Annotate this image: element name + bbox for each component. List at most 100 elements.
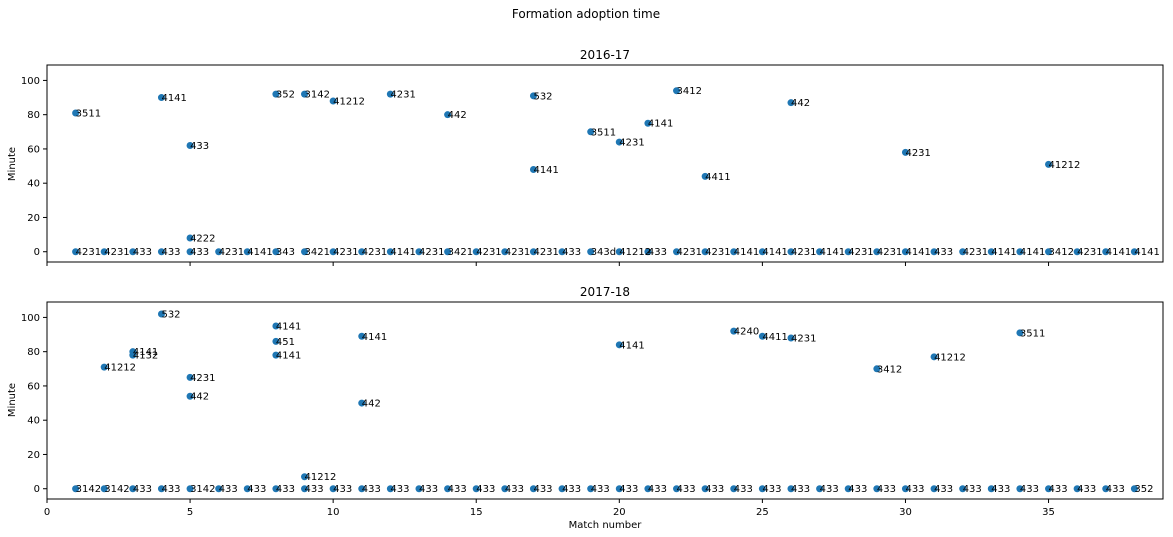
data-point-label: 4231 [905,148,930,159]
point-labels: 3142 3142 433 433 3142 433 433 433 433 433 433 433 4… [76,309,1154,495]
y-ticks: 0 20 40 60 80 100 [21,76,47,258]
data-point [673,248,681,256]
data-point-label: 4231 [390,90,415,101]
data-point [730,327,738,335]
data-point-label: 4231 [190,373,215,384]
data-point-label: 433 [1020,484,1039,495]
data-point [529,485,537,493]
data-point [529,165,537,173]
x-ticks [46,262,1050,266]
data-point-label: 433 [161,484,180,495]
data-point [301,248,309,256]
data-point [272,248,280,256]
y-tick-label: 20 [27,450,40,461]
data-point-label: 4231 [1077,247,1102,258]
data-point-label: 352 [276,90,295,101]
data-point [615,341,623,349]
data-point-label: 41212 [104,363,136,374]
data-point-label: 433 [848,484,867,495]
data-point [1073,485,1081,493]
data-point [1016,248,1024,256]
data-point-label: 433 [820,484,839,495]
data-point-label: 433 [934,247,953,258]
data-point [615,138,623,146]
data-point-label: 433 [1049,484,1068,495]
data-point-label: 433 [963,484,982,495]
data-point [587,128,595,136]
data-point-label: 343d [591,247,616,258]
data-point [1016,485,1024,493]
data-point-label: 3142 [104,484,129,495]
data-point [587,248,595,256]
data-point-label: 4141 [820,247,845,258]
data-point-label: 4141 [161,93,186,104]
data-point [157,94,165,102]
data-point [987,248,995,256]
data-point-label: 4231 [104,247,129,258]
data-point-label: 442 [190,392,209,403]
data-point-label: 4222 [190,234,215,245]
data-point-label: 41212 [333,96,365,107]
x-tick-label: 10 [327,507,340,518]
subplot-2017-18: 2017-18 Minute Match number 020406080100… [7,285,1164,531]
data-point [329,248,337,256]
data-point [615,248,623,256]
y-tick-label: 60 [27,381,40,392]
data-point [386,90,394,98]
data-point-label: 532 [161,309,180,320]
data-point [157,248,165,256]
data-point-label: 433 [791,484,810,495]
data-point [673,485,681,493]
data-point [129,248,137,256]
data-point [444,248,452,256]
x-tick-label: 5 [187,507,193,518]
data-point [186,248,194,256]
data-point-label: 4231 [219,247,244,258]
data-point [673,87,681,95]
data-point-label: 451 [276,337,295,348]
data-point-label: 433 [877,484,896,495]
data-point-label: 433 [734,484,753,495]
y-tick-label: 40 [27,179,40,190]
data-point-label: 4141 [619,340,644,351]
data-point-label: 4231 [848,247,873,258]
data-point-label: 4231 [963,247,988,258]
data-point [701,248,709,256]
data-point-label: 433 [190,141,209,152]
data-point [501,248,509,256]
data-point-label: 433 [276,484,295,495]
y-tick-label: 80 [27,347,40,358]
data-point [272,485,280,493]
data-point [243,485,251,493]
data-point [758,485,766,493]
data-point-label: 41212 [619,247,651,258]
data-point-label: 433 [390,484,409,495]
data-point-label: 433 [305,484,324,495]
data-point [844,248,852,256]
data-point [816,248,824,256]
data-point [386,485,394,493]
scatter-points [72,87,1138,256]
y-tick-label: 60 [27,144,40,155]
data-point-label: 4141 [762,247,787,258]
data-point-label: 433 [705,484,724,495]
x-tick-label: 15 [470,507,483,518]
data-point [787,248,795,256]
data-point-label: 4141 [276,351,301,362]
data-point [701,485,709,493]
y-tick-label: 100 [21,76,40,87]
data-point-label: 442 [791,98,810,109]
data-point-label: 4141 [390,247,415,258]
data-point [558,485,566,493]
y-tick-label: 80 [27,110,40,121]
data-point-label: 4411 [762,332,787,343]
data-point [901,485,909,493]
point-labels: 4231 4231 433 433 433 4231 4141 343 3421 4231 4231… [76,86,1160,258]
data-point [816,485,824,493]
data-point-label: 4411 [705,172,730,183]
data-point [272,90,280,98]
data-point [358,485,366,493]
data-point [157,310,165,318]
data-point-label: 4231 [533,247,558,258]
